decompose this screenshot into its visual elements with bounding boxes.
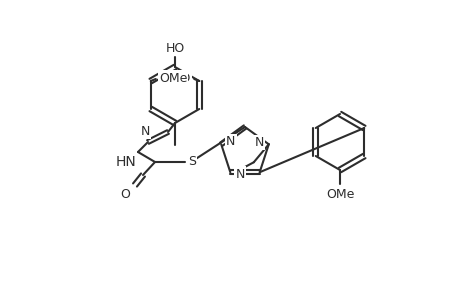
Text: HN: HN: [115, 155, 136, 169]
Text: OMe: OMe: [158, 71, 187, 85]
Text: N: N: [254, 136, 263, 149]
Text: O: O: [120, 188, 130, 201]
Text: MeO: MeO: [162, 71, 191, 85]
Text: N: N: [226, 135, 235, 148]
Text: HO: HO: [165, 42, 184, 55]
Text: OMe: OMe: [325, 188, 353, 201]
Text: N: N: [235, 168, 244, 181]
Text: N: N: [140, 125, 149, 138]
Text: S: S: [188, 154, 196, 167]
